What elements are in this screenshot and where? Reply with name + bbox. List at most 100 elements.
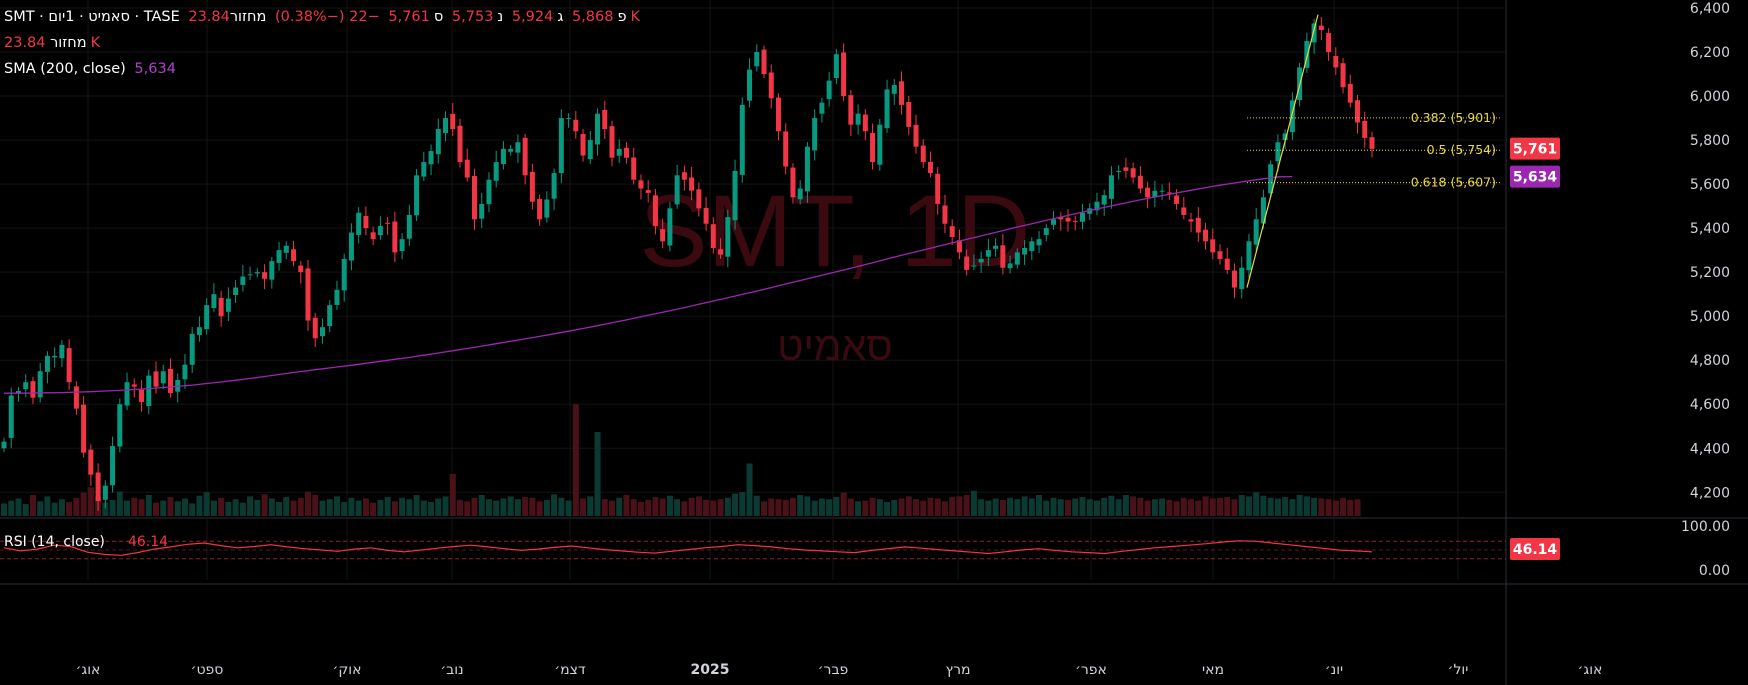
candle-body (920, 145, 926, 163)
volume-bar (1332, 500, 1339, 516)
volume-bar (181, 498, 188, 516)
volume-bar (992, 498, 999, 516)
volume-bar (1166, 499, 1173, 516)
fib-level-label: 0.618 (5,607) (1411, 175, 1496, 190)
volume-bar (580, 498, 587, 516)
volume-bar (189, 503, 196, 516)
volume-bar (601, 499, 608, 516)
volume-bar (1296, 495, 1303, 516)
price-axis[interactable]: 6,400 6,200 6,000 5,800 5,600 5,400 5,200 5,000… (1690, 1, 1730, 501)
volume-bar (1188, 499, 1195, 516)
candlestick-series (1, 17, 1375, 512)
candle-body (689, 177, 695, 191)
volume-bar (247, 496, 254, 516)
volume-bar (225, 502, 232, 516)
candle-body (1282, 133, 1288, 141)
fibonacci-retracement[interactable]: 0.382 (5,901) 0.5 (5,754) 0.618 (5,607) (1246, 14, 1500, 288)
candle-body (595, 113, 601, 145)
sma-indicator-row[interactable]: SMA (200, close) 5,634 (4, 61, 180, 77)
volume-bar (464, 501, 471, 516)
candle-body (1007, 263, 1013, 269)
candle-body (718, 249, 724, 255)
candle-body (1355, 100, 1361, 123)
volume-bar (862, 500, 869, 516)
candle-body (877, 124, 883, 165)
candle-body (341, 258, 347, 291)
fib-level-label: 0.382 (5,901) (1411, 110, 1496, 125)
volume-bar (587, 496, 594, 516)
rsi-pane[interactable]: RSI (14, close) 46.14 100.00 0.00 46.14 (0, 519, 1730, 579)
volume-bar (290, 500, 297, 516)
candle-body (1116, 170, 1122, 172)
volume-bar (1014, 499, 1021, 516)
volume-bar (1274, 498, 1281, 516)
candle-body (1159, 190, 1165, 192)
volume-bar (239, 502, 246, 516)
volume-bar (131, 497, 138, 516)
time-axis-label: אפר׳ (1075, 662, 1107, 678)
volume-bar (493, 500, 500, 516)
price-tick-label: 4,400 (1690, 441, 1730, 457)
candle-body (529, 171, 535, 202)
candle-body (1333, 55, 1339, 68)
volume-bar (1057, 499, 1064, 516)
volume-bar (855, 501, 862, 516)
volume-bar (58, 499, 65, 516)
volume-bar (1079, 497, 1086, 516)
time-axis-label: נוב׳ (440, 662, 463, 678)
candle-body (8, 395, 14, 438)
volume-bar (1151, 499, 1158, 516)
sma-200-line (4, 175, 1293, 394)
volume-bar (551, 494, 558, 516)
candle-body (855, 113, 861, 125)
open-value: 5,868 (571, 9, 614, 25)
candle-body (131, 384, 137, 387)
volume-bar (963, 495, 970, 516)
candle-body (985, 250, 991, 257)
volume-bar (1043, 500, 1050, 516)
rsi-value: 46.14 (128, 534, 168, 550)
candle-body (406, 214, 412, 239)
volume-bar (196, 495, 203, 516)
volume-bar (876, 499, 883, 516)
candle-body (573, 119, 579, 132)
time-axis-label: 2025 (691, 662, 730, 678)
candle-body (1058, 216, 1064, 220)
candle-body (515, 142, 521, 153)
volume-bar (1050, 497, 1057, 516)
candle-body (1195, 217, 1201, 233)
volume-bar (565, 500, 572, 516)
candle-body (1289, 100, 1295, 133)
time-axis[interactable]: אוג׳ ספט׳ אוק׳ נוב׳ דצמ׳ 2025 פבר׳ מרץ אפר׳ מאי יו… (76, 662, 1603, 678)
volume-bar (1115, 499, 1122, 516)
candle-body (544, 199, 550, 218)
candle-body (1210, 239, 1216, 253)
candle-body (1065, 217, 1071, 222)
volume-bar (630, 499, 637, 516)
candle-body (906, 101, 912, 127)
candle-body (1152, 190, 1158, 198)
time-axis-label: דצמ׳ (554, 662, 586, 678)
candle-body (1072, 220, 1078, 222)
candle-body (1246, 241, 1252, 271)
candle-body (956, 240, 962, 253)
time-axis-label: יול׳ (1448, 662, 1469, 678)
candle-body (124, 382, 130, 406)
rsi-label: RSI (14, close) (4, 534, 105, 550)
candle-body (450, 113, 456, 130)
volume-bar (268, 498, 275, 516)
candle-body (1347, 83, 1353, 103)
volume-bar (449, 474, 456, 516)
symbol-title[interactable]: SMT · סאמיט · 1יום · TASE (4, 9, 180, 25)
candle-body (319, 327, 325, 337)
candle-body (52, 355, 58, 358)
price-tick-label: 5,600 (1690, 177, 1730, 193)
candle-body (1260, 197, 1266, 224)
volume-indicator-row[interactable]: מחזור 23.84K (4, 35, 104, 51)
volume-bar (1093, 500, 1100, 516)
volume-bar (1253, 492, 1260, 516)
candle-body (1145, 187, 1151, 198)
candle-body (935, 173, 941, 204)
